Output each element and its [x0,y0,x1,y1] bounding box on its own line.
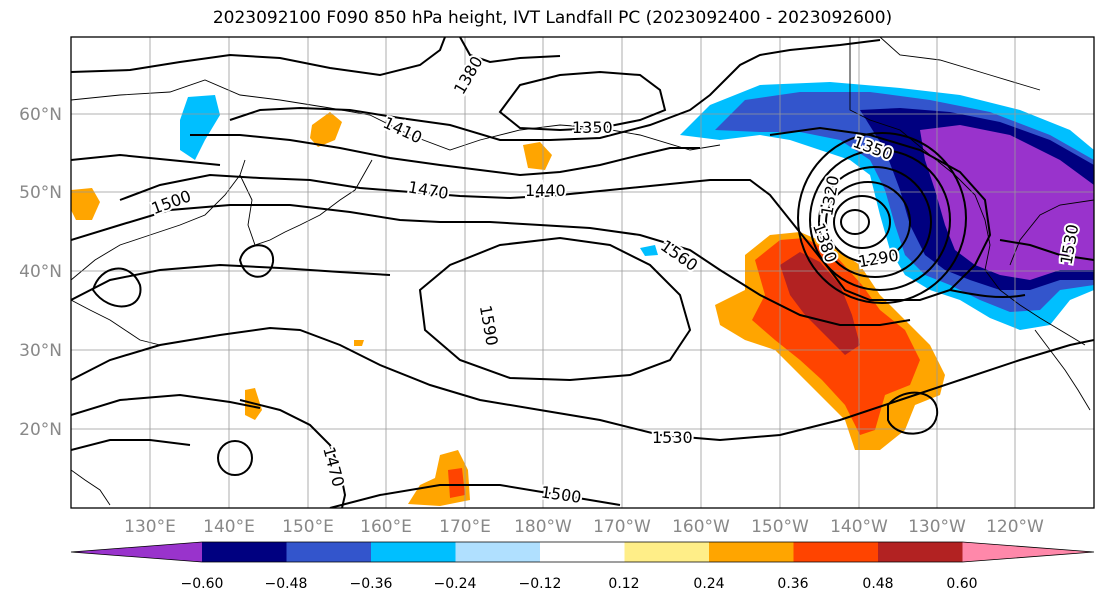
colorbar-tick-label: −0.36 [350,576,393,592]
lon-label: 150°W [751,517,809,537]
lon-labels: 130°E 140°E 150°E 160°E 170°E 180°W 170°… [124,517,1044,537]
colorbar-segment [202,542,287,562]
lon-label: 130°W [908,517,966,537]
lon-label: 150°E [282,517,334,537]
shade-neg-small [640,245,658,256]
lon-label: 170°W [593,517,651,537]
colorbar-tick-label: 0.60 [946,576,977,592]
colorbar-tick-label: −0.12 [519,576,562,592]
lat-label: 20°N [19,420,62,440]
colorbar-segment [624,542,710,562]
shade-pos-a [310,112,342,147]
contour-label: 1350 [572,118,613,137]
lon-label: 160°E [360,517,412,537]
colorbar-segment [793,542,879,562]
shade-pos-b [523,142,552,170]
lon-label: 120°W [986,517,1044,537]
colorbar-segment [540,542,625,562]
lat-label: 60°N [19,105,62,125]
map-title: 2023092100 F090 850 hPa height, IVT Land… [212,8,893,28]
lon-label: 180°W [514,517,572,537]
lat-label: 40°N [19,262,62,282]
shade-pos-d-core [448,468,465,498]
shade-pos-c [71,188,100,220]
lon-label: 160°W [672,517,730,537]
lon-label: 130°E [124,517,176,537]
colorbar-segment [709,542,794,562]
lon-label: 140°E [203,517,255,537]
colorbar-tick-label: 0.36 [777,576,808,592]
colorbar-tick-label: 0.48 [862,576,893,592]
contour-label: 1530 [652,428,693,447]
colorbar-extend-low [71,542,202,562]
map-frame [70,36,1095,509]
height-contours [71,37,1094,508]
graticule [71,37,1094,508]
colorbar-ticks: −0.60 −0.48 −0.36 −0.24 −0.12 0.12 0.24 … [181,576,978,592]
coastlines [71,37,1094,506]
lon-label: 170°E [439,517,491,537]
colorbar-segment [878,542,963,562]
colorbar-tick-label: 0.12 [608,576,639,592]
shade-pos-f [354,340,364,346]
colorbar-extend-high [962,542,1094,562]
colorbar-segment [455,542,541,562]
contour-label: 1440 [525,181,566,200]
colorbar-tick-label: −0.24 [434,576,477,592]
colorbar-outline [70,541,1095,563]
ivt-shading [71,82,1094,506]
colorbar-segment [286,542,372,562]
colorbar-tick-label: 0.24 [693,576,724,592]
colorbar-tick-label: −0.60 [181,576,224,592]
shade-pos-core [780,252,860,355]
colorbar-tick-label: −0.48 [265,576,308,592]
lon-label: 140°W [830,517,888,537]
lat-labels: 60°N 50°N 40°N 30°N 20°N [19,105,62,440]
lat-label: 30°N [19,341,62,361]
lat-label: 50°N [19,183,62,203]
shade-neg-nw [180,95,220,160]
colorbar [70,541,1095,563]
colorbar-segment [371,542,456,562]
